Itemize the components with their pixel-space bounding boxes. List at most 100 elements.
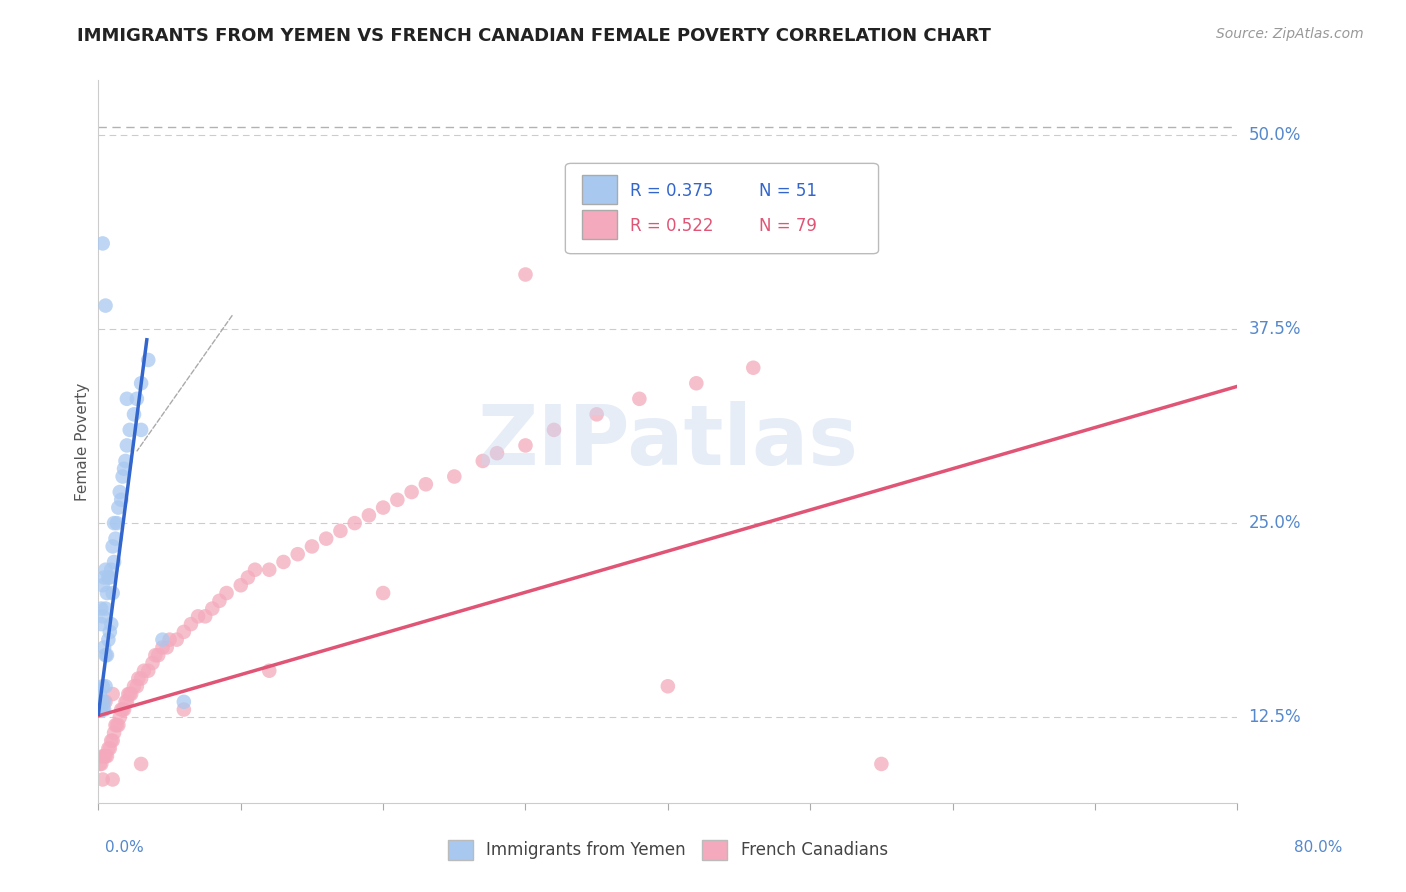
- Point: [387, 492, 409, 507]
- Point: [112, 461, 135, 475]
- Text: R = 0.375: R = 0.375: [630, 182, 714, 200]
- Point: [101, 586, 124, 600]
- Point: [115, 392, 138, 406]
- Point: [145, 648, 167, 663]
- Text: 50.0%: 50.0%: [1249, 126, 1301, 144]
- Point: [357, 508, 380, 523]
- Text: N = 51: N = 51: [759, 182, 817, 200]
- Point: [93, 749, 115, 764]
- Point: [94, 749, 117, 764]
- Point: [89, 702, 111, 716]
- Point: [94, 679, 117, 693]
- Point: [115, 695, 138, 709]
- Text: 12.5%: 12.5%: [1249, 708, 1301, 726]
- Point: [173, 624, 195, 639]
- Point: [194, 609, 217, 624]
- Point: [91, 578, 114, 592]
- Point: [90, 695, 112, 709]
- Point: [471, 454, 494, 468]
- Point: [229, 578, 252, 592]
- Point: [100, 617, 122, 632]
- Text: 80.0%: 80.0%: [1295, 840, 1343, 855]
- Point: [90, 601, 112, 615]
- Point: [91, 609, 114, 624]
- Point: [108, 710, 131, 724]
- Point: [136, 664, 159, 678]
- Point: [91, 772, 114, 787]
- Point: [208, 594, 231, 608]
- Point: [97, 632, 120, 647]
- Point: [94, 299, 117, 313]
- FancyBboxPatch shape: [582, 211, 617, 239]
- Point: [103, 516, 125, 530]
- Point: [127, 672, 149, 686]
- Point: [90, 702, 112, 716]
- Point: [104, 718, 127, 732]
- Point: [443, 469, 465, 483]
- Point: [107, 500, 129, 515]
- Point: [114, 695, 136, 709]
- Point: [329, 524, 352, 538]
- Point: [148, 648, 170, 663]
- Y-axis label: Female Poverty: Female Poverty: [75, 383, 90, 500]
- Point: [98, 624, 121, 639]
- Point: [156, 640, 179, 655]
- Point: [103, 726, 125, 740]
- Point: [373, 586, 395, 600]
- Point: [110, 702, 132, 716]
- Point: [136, 353, 159, 368]
- Point: [91, 695, 114, 709]
- Point: [94, 695, 117, 709]
- Text: IMMIGRANTS FROM YEMEN VS FRENCH CANADIAN FEMALE POVERTY CORRELATION CHART: IMMIGRANTS FROM YEMEN VS FRENCH CANADIAN…: [77, 27, 991, 45]
- Point: [129, 756, 152, 771]
- Point: [201, 601, 224, 615]
- Point: [115, 438, 138, 452]
- Point: [111, 469, 134, 483]
- Point: [166, 632, 188, 647]
- Point: [132, 664, 155, 678]
- Point: [373, 500, 395, 515]
- Point: [152, 632, 174, 647]
- Point: [96, 586, 118, 600]
- Point: [100, 563, 122, 577]
- FancyBboxPatch shape: [582, 175, 617, 204]
- Point: [125, 392, 148, 406]
- Point: [415, 477, 437, 491]
- Point: [114, 454, 136, 468]
- Point: [93, 695, 115, 709]
- Point: [104, 532, 127, 546]
- Point: [97, 741, 120, 756]
- Point: [93, 570, 115, 584]
- Point: [101, 733, 124, 747]
- Point: [685, 376, 707, 391]
- Point: [118, 687, 141, 701]
- Point: [101, 540, 124, 554]
- Point: [112, 702, 135, 716]
- Point: [91, 749, 114, 764]
- Point: [98, 570, 121, 584]
- Text: R = 0.522: R = 0.522: [630, 218, 714, 235]
- Point: [110, 492, 132, 507]
- Point: [89, 687, 111, 701]
- Point: [159, 632, 181, 647]
- Point: [401, 485, 423, 500]
- Point: [98, 741, 121, 756]
- Point: [243, 563, 266, 577]
- Point: [108, 485, 131, 500]
- Point: [173, 695, 195, 709]
- FancyBboxPatch shape: [565, 163, 879, 253]
- Point: [97, 570, 120, 584]
- Point: [105, 718, 128, 732]
- Point: [259, 563, 281, 577]
- Point: [93, 640, 115, 655]
- Point: [287, 547, 309, 561]
- Point: [96, 749, 118, 764]
- Point: [585, 408, 607, 422]
- Point: [515, 268, 537, 282]
- Point: [129, 672, 152, 686]
- Point: [89, 756, 111, 771]
- Text: 37.5%: 37.5%: [1249, 320, 1301, 338]
- Point: [628, 392, 651, 406]
- Point: [870, 756, 893, 771]
- Point: [100, 733, 122, 747]
